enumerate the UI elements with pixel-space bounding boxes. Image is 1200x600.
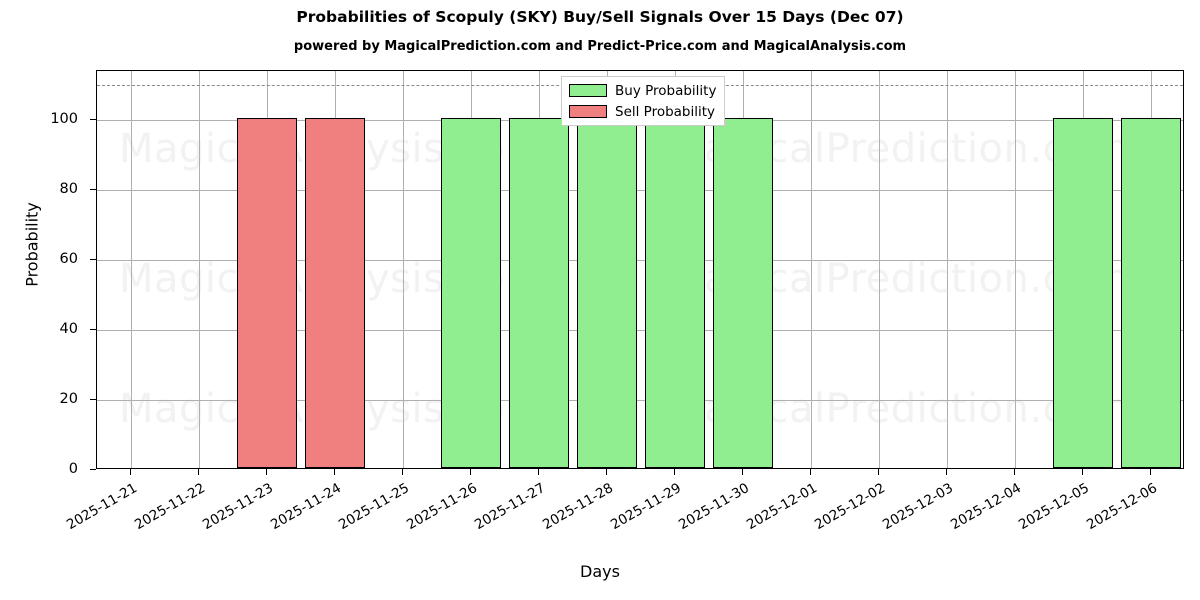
page-title: Probabilities of Scopuly (SKY) Buy/Sell … bbox=[296, 8, 904, 26]
y-tick-mark bbox=[90, 329, 96, 331]
x-tick-mark bbox=[606, 469, 608, 475]
y-tick-mark bbox=[90, 399, 96, 401]
y-tick-label: 40 bbox=[59, 321, 78, 337]
y-tick-mark bbox=[90, 469, 96, 471]
x-tick-mark bbox=[810, 469, 812, 475]
y-tick-label: 100 bbox=[50, 111, 78, 127]
x-tick-mark bbox=[878, 469, 880, 475]
gridline-horizontal bbox=[97, 400, 1183, 401]
y-tick-label: 20 bbox=[59, 391, 78, 407]
chart-legend: Buy Probability Sell Probability bbox=[561, 76, 726, 126]
bar-buy-probability-2025-11-30 bbox=[713, 118, 773, 468]
x-tick-mark bbox=[742, 469, 744, 475]
x-tick-mark bbox=[1150, 469, 1152, 475]
bar-buy-probability-2025-11-29 bbox=[645, 118, 705, 468]
x-tick-mark bbox=[334, 469, 336, 475]
x-tick-mark bbox=[402, 469, 404, 475]
legend-swatch-icon bbox=[569, 84, 607, 97]
y-tick-mark bbox=[90, 259, 96, 261]
legend-label: Sell Probability bbox=[615, 103, 716, 120]
x-tick-mark bbox=[1082, 469, 1084, 475]
x-tick-label: 2025-12-06 bbox=[1084, 480, 1160, 534]
bar-buy-probability-2025-11-28 bbox=[577, 118, 637, 468]
x-axis-label: Days bbox=[580, 562, 620, 581]
y-tick-mark bbox=[90, 119, 96, 121]
bar-buy-probability-2025-12-06 bbox=[1121, 118, 1181, 468]
x-tick-mark bbox=[198, 469, 200, 475]
y-tick-mark bbox=[90, 189, 96, 191]
gridline-vertical bbox=[879, 71, 880, 468]
y-axis-label: Probability bbox=[22, 202, 42, 287]
gridline-vertical bbox=[947, 71, 948, 468]
gridline-horizontal bbox=[97, 260, 1183, 261]
y-tick-label: 60 bbox=[59, 251, 78, 267]
y-tick-label: 0 bbox=[68, 461, 78, 477]
legend-item-sell-probability: Sell Probability bbox=[569, 103, 716, 120]
bar-buy-probability-2025-11-27 bbox=[509, 118, 569, 468]
gridline-vertical bbox=[131, 71, 132, 468]
x-tick-mark bbox=[470, 469, 472, 475]
x-tick-mark bbox=[1014, 469, 1016, 475]
gridline-vertical bbox=[811, 71, 812, 468]
x-tick-mark bbox=[538, 469, 540, 475]
y-tick-label: 80 bbox=[59, 181, 78, 197]
plot-area: MagicalAnalysis.comMagicalPrediction.com… bbox=[96, 70, 1184, 469]
bar-sell-probability-2025-11-24 bbox=[305, 118, 365, 468]
bar-buy-probability-2025-12-05 bbox=[1053, 118, 1113, 468]
x-tick-mark bbox=[266, 469, 268, 475]
legend-label: Buy Probability bbox=[615, 82, 717, 99]
x-tick-mark bbox=[946, 469, 948, 475]
x-tick-mark bbox=[674, 469, 676, 475]
gridline-vertical bbox=[1015, 71, 1016, 468]
bar-sell-probability-2025-11-23 bbox=[237, 118, 297, 468]
legend-item-buy-probability: Buy Probability bbox=[569, 82, 716, 99]
legend-swatch-icon bbox=[569, 105, 607, 118]
x-tick-mark bbox=[130, 469, 132, 475]
gridline-vertical bbox=[403, 71, 404, 468]
gridline-horizontal bbox=[97, 190, 1183, 191]
chart-subtitle: powered by MagicalPrediction.com and Pre… bbox=[293, 39, 907, 54]
gridline-horizontal bbox=[97, 330, 1183, 331]
bar-buy-probability-2025-11-26 bbox=[441, 118, 501, 468]
gridline-vertical bbox=[199, 71, 200, 468]
